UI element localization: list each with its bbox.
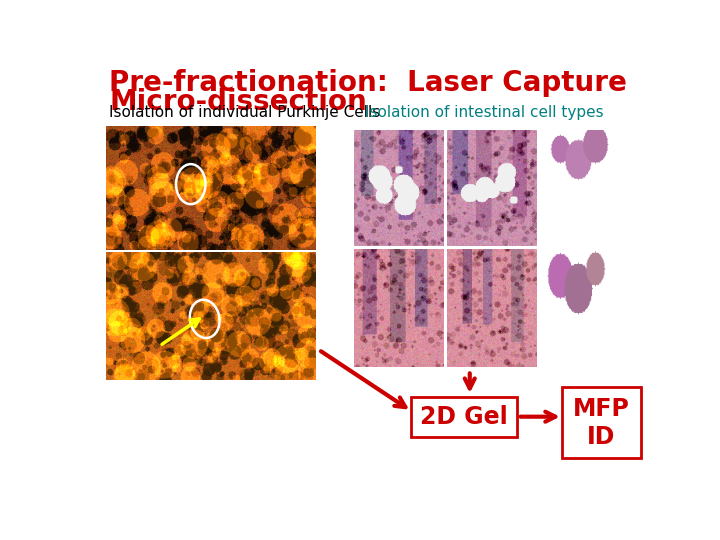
FancyBboxPatch shape	[562, 387, 641, 458]
Text: Pre-fractionation:  Laser Capture: Pre-fractionation: Laser Capture	[109, 69, 627, 97]
Text: 2D Gel: 2D Gel	[420, 404, 508, 429]
Text: Micro-dissection: Micro-dissection	[109, 88, 367, 116]
Text: Isolation of individual Purkinje Cells: Isolation of individual Purkinje Cells	[109, 105, 381, 120]
Text: MFP
ID: MFP ID	[573, 397, 630, 449]
FancyBboxPatch shape	[411, 397, 517, 437]
Text: Isolation of intestinal cell types: Isolation of intestinal cell types	[365, 105, 604, 120]
